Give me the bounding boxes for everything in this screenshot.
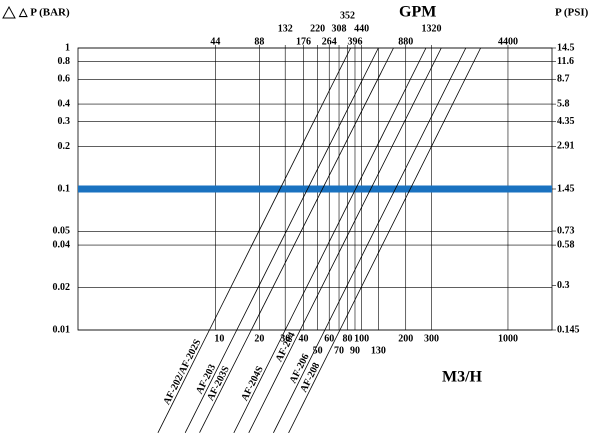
series-line [284, 47, 427, 331]
x2-tick-label: 352 [340, 10, 355, 21]
leader-line [233, 329, 286, 433]
series-line [339, 47, 481, 331]
y-tick-label: 0.2 [58, 141, 71, 152]
y2-tick-label: 1.45 [557, 183, 575, 194]
x2-tick-label: 132 [278, 23, 293, 34]
series-label: AF-204S [239, 364, 266, 403]
series-line [209, 47, 351, 331]
x2-tick-label: 44 [210, 36, 220, 47]
y-axis-label: △ P (BAR) [18, 7, 70, 19]
x-tick-label: 130 [371, 345, 386, 356]
leader-line [248, 329, 301, 433]
leader-line [273, 329, 326, 433]
x2-tick-label: 88 [254, 36, 264, 47]
y-tick-label: 0.6 [58, 74, 71, 85]
x2-tick-label: 264 [322, 36, 337, 47]
series-line [324, 47, 467, 331]
y2-axis-label: P (PSI) [555, 7, 589, 19]
y2-tick-label: 0.73 [557, 225, 575, 236]
y2-tick-label: 0.3 [557, 280, 570, 291]
y2-tick-label: 5.8 [557, 98, 570, 109]
y2-tick-label: 0.58 [557, 239, 575, 250]
x-tick-label: 70 [334, 345, 344, 356]
y-tick-label: 0.05 [53, 226, 71, 237]
x-tick-label: 50 [313, 345, 323, 356]
y-tick-label: 0.01 [53, 324, 71, 335]
x-tick-label: 1000 [498, 333, 518, 344]
y2-tick-label: 11.6 [557, 56, 574, 67]
leader-line [288, 329, 341, 433]
series-line [250, 47, 394, 331]
series-line [236, 47, 379, 331]
x-tick-label: 300 [424, 333, 439, 344]
x2-tick-label: 308 [332, 23, 347, 34]
y2-tick-label: 14.5 [557, 42, 575, 53]
x-tick-label: 200 [398, 333, 413, 344]
x2-tick-label: 880 [398, 36, 413, 47]
x2-tick-label: 220 [310, 23, 325, 34]
series-line [299, 47, 442, 331]
x-tick-label: 10 [214, 333, 224, 344]
y2-tick-label: 0.145 [557, 324, 580, 335]
x-tick-label: 100 [354, 333, 369, 344]
x-tick-label: 40 [298, 333, 308, 344]
x-tick-label: 80 [343, 333, 353, 344]
x-tick-label: 60 [324, 333, 334, 344]
y-tick-label: 0.8 [58, 56, 71, 67]
y2-tick-label: 4.35 [557, 116, 575, 127]
x2-axis-label: GPM [399, 4, 436, 21]
y-tick-label: 0.02 [53, 282, 71, 293]
y2-tick-label: 2.91 [557, 141, 575, 152]
series-label: AF-204 [274, 331, 298, 364]
x-tick-label: 20 [254, 333, 264, 344]
series-label: AF-202/AF-202S [161, 337, 203, 406]
y-tick-label: 0.3 [58, 116, 71, 127]
y-tick-label: 0.1 [58, 183, 71, 194]
x2-tick-label: 4400 [498, 36, 518, 47]
y-tick-label: 0.4 [58, 98, 71, 109]
x-tick-label: 30 [280, 333, 290, 344]
delta-symbol [2, 5, 16, 19]
x2-tick-label: 396 [347, 36, 362, 47]
y2-tick-label: 8.7 [557, 74, 570, 85]
x2-tick-label: 440 [354, 23, 369, 34]
leader-line [157, 329, 210, 433]
y-tick-label: 1 [65, 42, 70, 53]
y-tick-label: 0.04 [53, 239, 71, 250]
leader-line [199, 329, 252, 433]
x-tick-label: 90 [350, 345, 360, 356]
x2-tick-label: 1320 [421, 23, 441, 34]
leader-line [184, 329, 238, 433]
x2-tick-label: 176 [296, 36, 311, 47]
x-axis-label: M3/H [442, 369, 483, 386]
